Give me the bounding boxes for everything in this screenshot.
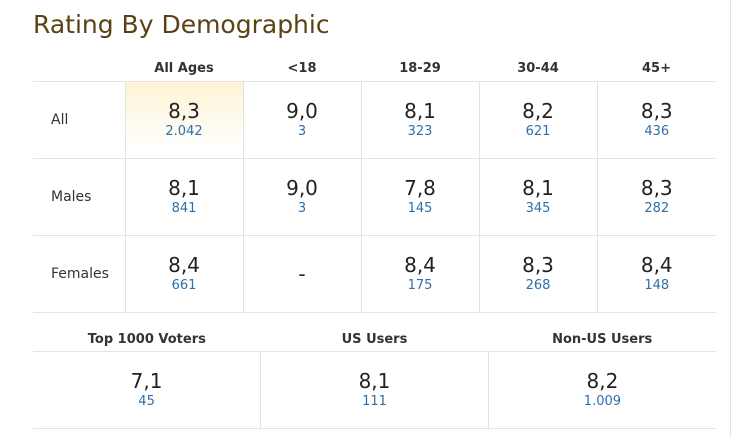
page-title: Rating By Demographic (33, 10, 330, 39)
rating-value: 7,1 (130, 369, 163, 393)
rating-cell: 8,3 436 (596, 81, 716, 159)
vote-count-link[interactable]: 148 (644, 278, 670, 293)
group-header-top-1000-voters: Top 1000 Voters (33, 327, 261, 352)
rating-cell: 8,3 268 (478, 235, 597, 313)
vote-count-link[interactable]: 661 (171, 278, 197, 293)
table-row-males: Males 8,1 841 9,0 3 7,8 145 8,1 345 8,3 … (33, 158, 716, 236)
column-header-45-plus: 45+ (597, 56, 716, 82)
rating-value: 8,4 (404, 253, 436, 277)
rating-cell: 8,1 323 (360, 81, 479, 159)
rating-value: 8,3 (168, 99, 200, 123)
rating-cell: 9,0 3 (242, 81, 361, 159)
panel-divider (730, 0, 731, 438)
rating-cell: 7,8 145 (360, 158, 479, 236)
rating-value: 9,0 (286, 99, 318, 123)
rating-cell: 8,1 345 (478, 158, 597, 236)
rating-value: 8,3 (640, 176, 673, 200)
vote-count-link[interactable]: 2.042 (165, 124, 203, 139)
group-cell-non-us-users: 8,2 1.009 (487, 351, 716, 429)
vote-count-link[interactable]: 3 (297, 124, 307, 139)
rating-value: 8,2 (586, 369, 619, 393)
column-header-under-18: <18 (243, 56, 361, 82)
row-label-females: Females (33, 235, 125, 313)
table-row-all: All 8,3 2.042 9,0 3 8,1 323 8,2 621 8,3 … (33, 81, 716, 159)
vote-count-link[interactable]: 345 (525, 201, 551, 216)
table-row-females: Females 8,4 661 - 8,4 175 8,3 268 8,4 14… (33, 235, 716, 313)
row-label-all: All (33, 81, 125, 159)
rating-value: 8,1 (358, 369, 391, 393)
group-cell-top-1000-voters: 7,1 45 (33, 351, 261, 429)
rating-cell: 8,3 282 (596, 158, 716, 236)
rating-cell-highlighted: 8,3 2.042 (124, 81, 243, 159)
rating-value: 8,2 (522, 99, 554, 123)
column-header-18-29: 18-29 (361, 56, 479, 82)
vote-count-link[interactable]: 3 (297, 201, 307, 216)
group-cell-us-users: 8,1 111 (260, 351, 489, 429)
row-label-header (33, 56, 125, 82)
rating-value: 8,1 (168, 176, 200, 200)
rating-value: 8,1 (522, 176, 554, 200)
vote-count-link[interactable]: 145 (407, 201, 433, 216)
rating-cell: 9,0 3 (242, 158, 361, 236)
rating-value: 8,3 (640, 99, 673, 123)
group-header-us-users: US Users (260, 327, 489, 352)
column-header-all-ages: All Ages (125, 56, 243, 82)
vote-count-link[interactable]: 436 (644, 124, 670, 139)
vote-count-link[interactable]: 841 (171, 201, 197, 216)
demographic-table: All Ages <18 18-29 30-44 45+ All 8,3 2.0… (33, 56, 716, 313)
column-header-30-44: 30-44 (479, 56, 597, 82)
rating-cell: 8,4 175 (360, 235, 479, 313)
rating-cell: 8,1 841 (124, 158, 243, 236)
rating-cell: 8,2 621 (478, 81, 597, 159)
header-row: All Ages <18 18-29 30-44 45+ (33, 56, 716, 82)
rating-value: 8,4 (640, 253, 673, 277)
vote-count-link[interactable]: 175 (407, 278, 433, 293)
rating-cell: 8,4 148 (596, 235, 716, 313)
vote-count-link[interactable]: 282 (644, 201, 670, 216)
vote-count-link[interactable]: 1.009 (583, 394, 622, 409)
vote-count-link[interactable]: 45 (138, 394, 155, 409)
rating-value: 7,8 (404, 176, 436, 200)
voter-groups-table: Top 1000 Voters US Users Non-US Users 7,… (33, 327, 716, 429)
vote-count-link[interactable]: 323 (407, 124, 433, 139)
group-header-non-us-users: Non-US Users (488, 327, 716, 352)
rating-value: 8,3 (522, 253, 554, 277)
vote-count-link[interactable]: 621 (525, 124, 551, 139)
rating-cell-empty: - (242, 235, 361, 313)
rating-value: 8,4 (168, 253, 200, 277)
groups-values-row: 7,1 45 8,1 111 8,2 1.009 (33, 351, 716, 429)
vote-count-link[interactable]: 111 (362, 394, 387, 409)
rating-value: 8,1 (404, 99, 436, 123)
no-rating-dash: - (298, 262, 306, 286)
rating-value: 9,0 (286, 176, 318, 200)
rating-cell: 8,4 661 (124, 235, 243, 313)
vote-count-link[interactable]: 268 (525, 278, 551, 293)
groups-header-row: Top 1000 Voters US Users Non-US Users (33, 327, 716, 352)
row-label-males: Males (33, 158, 125, 236)
